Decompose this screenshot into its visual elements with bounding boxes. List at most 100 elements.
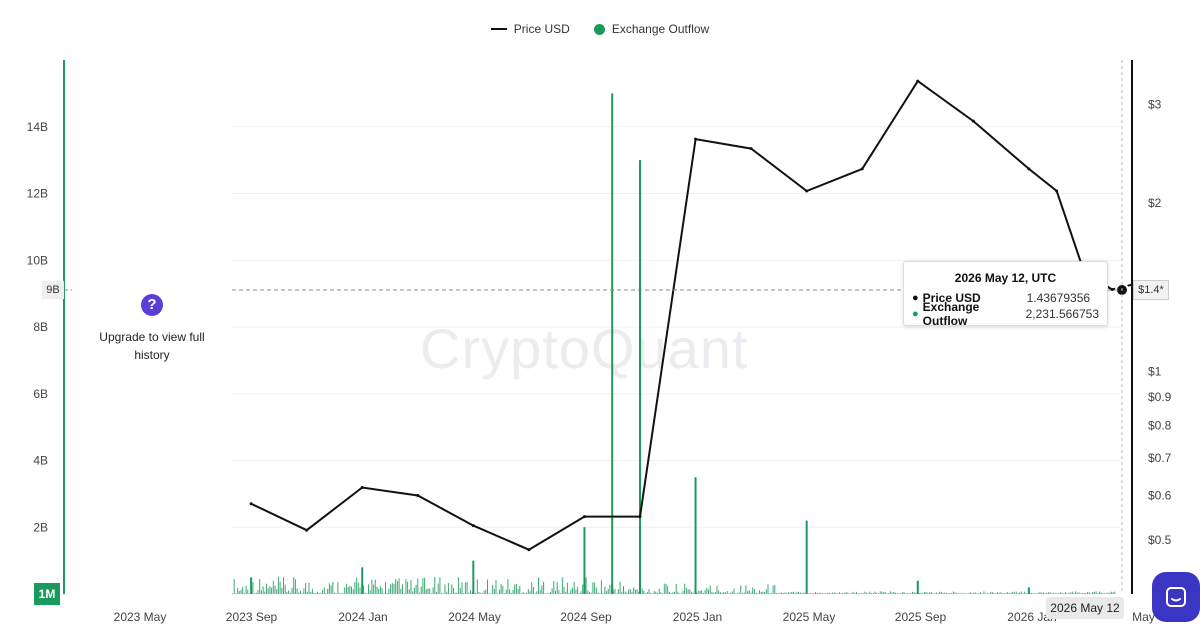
x-tick-label: 2025 Jan [673, 610, 722, 624]
outflow-bar [772, 585, 774, 594]
outflow-bar [815, 591, 817, 594]
price-point [1110, 288, 1114, 292]
price-point [805, 189, 809, 193]
outflow-bar [611, 584, 613, 594]
outflow-bar [407, 581, 409, 594]
outflow-bar [684, 583, 686, 594]
outflow-bar [682, 590, 684, 594]
outflow-bar [833, 592, 835, 594]
outflow-bar [668, 592, 670, 594]
outflow-bar [607, 588, 609, 594]
outflow-bar [801, 593, 803, 594]
outflow-bar [631, 591, 633, 594]
outflow-bar [730, 592, 732, 594]
outflow-bar [368, 584, 369, 594]
outflow-bar [923, 592, 925, 594]
outflow-bar [940, 592, 942, 594]
outflow-bar [952, 591, 954, 594]
outflow-bar [738, 592, 740, 594]
outflow-bar [1053, 592, 1055, 594]
tooltip-row-outflow: ● Exchange Outflow 2,231.566753 [904, 300, 1107, 328]
outflow-bar [320, 592, 322, 594]
outflow-bar [614, 589, 616, 594]
outflow-bar [585, 577, 587, 594]
legend-item-outflow[interactable]: Exchange Outflow [593, 22, 709, 36]
outflow-dot-icon: ● [912, 308, 919, 320]
outflow-bar [379, 586, 381, 594]
outflow-bar [563, 586, 565, 594]
chat-button[interactable] [1152, 572, 1200, 622]
outflow-bar [310, 591, 312, 594]
outflow-bar [1080, 593, 1082, 594]
chart-tooltip: 2026 May 12, UTC ● Price USD 1.43679356 … [903, 261, 1108, 328]
outflow-bar [327, 588, 329, 594]
outflow-bar [711, 592, 713, 594]
outflow-bar [395, 578, 397, 594]
outflow-bar [713, 592, 715, 594]
outflow-bar [872, 592, 874, 594]
outflow-bar [281, 587, 283, 594]
outflow-bar [791, 591, 793, 594]
outflow-bar [1019, 592, 1021, 594]
outflow-bar [570, 589, 572, 594]
outflow-bar [560, 593, 562, 594]
price-point [582, 515, 586, 519]
outflow-bar [862, 593, 864, 594]
outflow-bar [1109, 592, 1111, 594]
outflow-bar [497, 593, 499, 594]
outflow-bar [1092, 591, 1094, 594]
outflow-bar [891, 592, 893, 594]
outflow-bar [296, 588, 298, 594]
outflow-bar [524, 593, 526, 594]
resolution-badge[interactable]: 1M [34, 583, 60, 605]
outflow-bar [1082, 593, 1083, 594]
outflow-bar [1066, 593, 1068, 594]
crosshair-y-label: 9B [42, 281, 64, 299]
outflow-bar [704, 590, 706, 594]
outflow-bar [719, 592, 721, 594]
legend-item-price[interactable]: Price USD [490, 22, 570, 36]
outflow-bar [893, 591, 895, 594]
outflow-bar [272, 580, 274, 594]
outflow-bar [279, 581, 281, 594]
outflow-bar [874, 591, 876, 594]
outflow-bar [900, 593, 902, 594]
outflow-bar [590, 592, 592, 594]
outflow-bar [816, 592, 818, 594]
question-icon: ? [141, 294, 163, 316]
outflow-bar [646, 592, 648, 594]
outflow-bar [606, 590, 607, 594]
outflow-bar [619, 581, 621, 594]
outflow-bar [949, 593, 951, 594]
outflow-bar [699, 590, 701, 594]
legend-label-price: Price USD [513, 22, 570, 36]
outflow-bar [566, 582, 568, 594]
outflow-bar [531, 582, 533, 594]
outflow-bar [918, 592, 920, 594]
x-tick-label: 2023 May [114, 610, 167, 624]
price-point [916, 79, 920, 83]
outflow-bar [883, 592, 885, 594]
outflow-bar [1070, 592, 1072, 594]
outflow-bar [259, 578, 261, 594]
outflow-bar [869, 591, 871, 594]
outflow-bar [752, 587, 754, 594]
outflow-bar [527, 589, 529, 594]
outflow-bar [1065, 592, 1066, 594]
outflow-bar [420, 586, 422, 594]
outflow-bar [575, 589, 577, 594]
price-dot-icon: ● [912, 292, 919, 304]
price-point [694, 137, 698, 141]
y2-tick-label: $0.5 [1148, 533, 1172, 547]
upgrade-panel[interactable]: ? Upgrade to view full history [72, 280, 232, 390]
outflow-bar [634, 589, 636, 594]
outflow-bar [267, 588, 269, 594]
outflow-bar [284, 584, 286, 594]
outflow-bar [396, 581, 398, 594]
outflow-bar [521, 593, 522, 594]
outflow-bar [339, 593, 341, 594]
outflow-bar [468, 592, 470, 594]
outflow-bar [850, 593, 852, 594]
outflow-bar [1039, 591, 1041, 594]
